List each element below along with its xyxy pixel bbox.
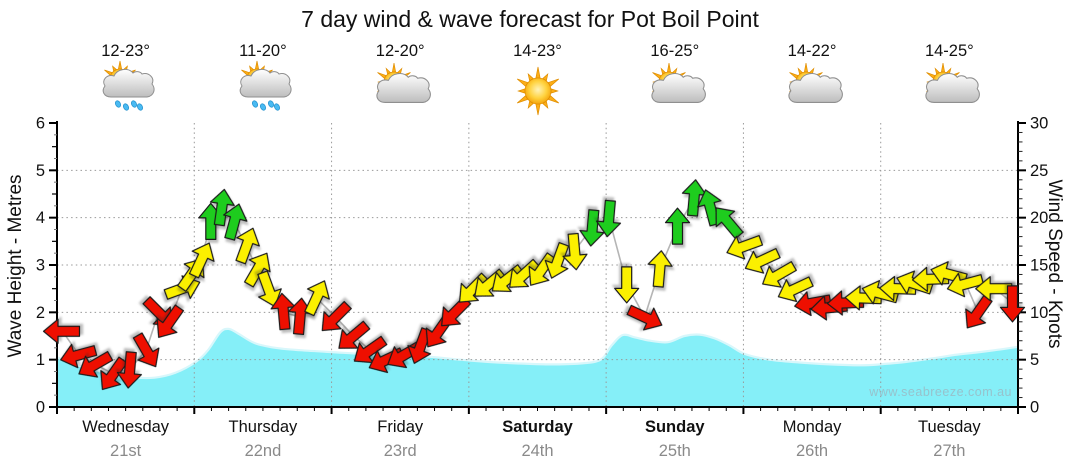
wind-axis-tick-label: 10 [1030, 304, 1048, 322]
wave-axis-tick-label: 2 [36, 304, 45, 322]
wind-arrow-red [116, 351, 142, 389]
sun-cloud-icon [788, 62, 843, 103]
wind-arrow-red [78, 350, 114, 378]
wind-arrow-red [142, 296, 173, 327]
chart-title: 7 day wind & wave forecast for Pot Boil … [301, 6, 759, 32]
day-name-label: Saturday [502, 418, 573, 436]
wind-arrow-yellow [235, 227, 260, 265]
wind-arrow-yellow [777, 276, 814, 303]
wind-arrow-red [132, 332, 160, 368]
sun-cloud-icon [651, 62, 706, 103]
wind-arrow-red [100, 356, 128, 391]
day-name-label: Wednesday [82, 418, 170, 436]
wind-arrow-red [999, 285, 1026, 323]
day-temperature: 12-23° [101, 42, 151, 60]
day-name-label: Tuesday [918, 418, 981, 436]
wind-arrow-green [223, 203, 248, 241]
wind-arrow-red [156, 304, 185, 338]
wind-axis-tick-label: 25 [1030, 162, 1048, 180]
wind-axis-tick-label: 15 [1030, 257, 1048, 275]
day-date-label: 26th [796, 442, 829, 460]
day-date-label: 25th [658, 442, 691, 460]
wind-arrow-green [579, 209, 605, 247]
sun-icon [516, 66, 559, 116]
wind-axis-tick-label: 20 [1030, 209, 1048, 227]
wave-axis-tick-label: 1 [36, 351, 45, 369]
day-temperature: 16-25° [650, 42, 700, 60]
day-date-label: 21st [110, 442, 142, 460]
sun-cloud-rain-icon [102, 60, 155, 111]
day-name-label: Thursday [228, 418, 298, 436]
wind-arrow-yellow [491, 264, 525, 293]
wave-height-area [57, 328, 1018, 407]
wind-arrow-red [338, 320, 371, 349]
wind-arrow-yellow [304, 280, 330, 317]
sun-cloud-icon [376, 62, 432, 103]
day-date-label: 22nd [244, 442, 282, 460]
wind-arrow-yellow [762, 261, 797, 288]
day-temperature: 12-20° [375, 42, 425, 60]
wind-arrow-green [715, 207, 744, 240]
wind-arrow-red [60, 343, 98, 369]
wind-arrow-yellow [861, 280, 900, 305]
sun-cloud-rain-icon [239, 60, 292, 111]
day-name-label: Monday [782, 418, 842, 436]
wind-arrow-yellow [509, 258, 541, 288]
wind-arrow-yellow [744, 247, 781, 274]
wave-axis-tick-label: 5 [36, 162, 45, 180]
watermark-text: www.seabreeze.com.au [869, 385, 1012, 399]
wind-arrow-yellow [946, 272, 985, 298]
wind-arrow-red [965, 294, 993, 329]
wind-arrow-yellow [257, 270, 282, 308]
wind-axis-tick-label: 0 [1030, 399, 1039, 417]
sun-cloud-icon [925, 62, 981, 103]
wind-arrow-green [209, 188, 235, 227]
wave-axis-tick-label: 3 [36, 257, 45, 275]
day-temperature: 11-20° [239, 42, 287, 60]
wind-arrow-yellow [562, 232, 588, 271]
wind-arrow-yellow [614, 266, 640, 304]
wind-arrow-green [595, 199, 622, 238]
wind-arrow-green [664, 207, 691, 245]
wind-arrow-yellow [647, 250, 673, 288]
wind-arrow-green [697, 189, 722, 227]
wave-height-line [56, 327, 1019, 380]
wave-axis-tick-label: 6 [36, 115, 45, 133]
wave-axis-tick-label: 4 [36, 209, 45, 227]
wind-arrow-red [321, 300, 352, 332]
day-name-label: Sunday [644, 418, 705, 436]
wind-arrow-red [42, 318, 81, 344]
wind-axis-tick-label: 30 [1030, 115, 1048, 133]
wind-axis-tick-label: 5 [1030, 351, 1039, 369]
wind-arrow-yellow [528, 252, 557, 286]
day-temperature: 14-23° [513, 42, 562, 60]
wind-arrow-yellow [726, 234, 764, 260]
day-temperature: 14-25° [924, 42, 974, 60]
day-date-label: 27th [933, 442, 966, 460]
wind-arrow-yellow [544, 242, 570, 279]
wave-axis-tick-label: 0 [36, 399, 45, 417]
wind-arrow-red [626, 304, 663, 331]
day-temperature: 14-22° [787, 42, 837, 60]
wind-arrow-yellow [188, 242, 215, 279]
day-date-label: 24th [521, 442, 554, 460]
day-date-label: 23rd [383, 442, 417, 460]
wind-arrow-yellow [243, 252, 271, 288]
day-name-label: Friday [377, 418, 424, 436]
